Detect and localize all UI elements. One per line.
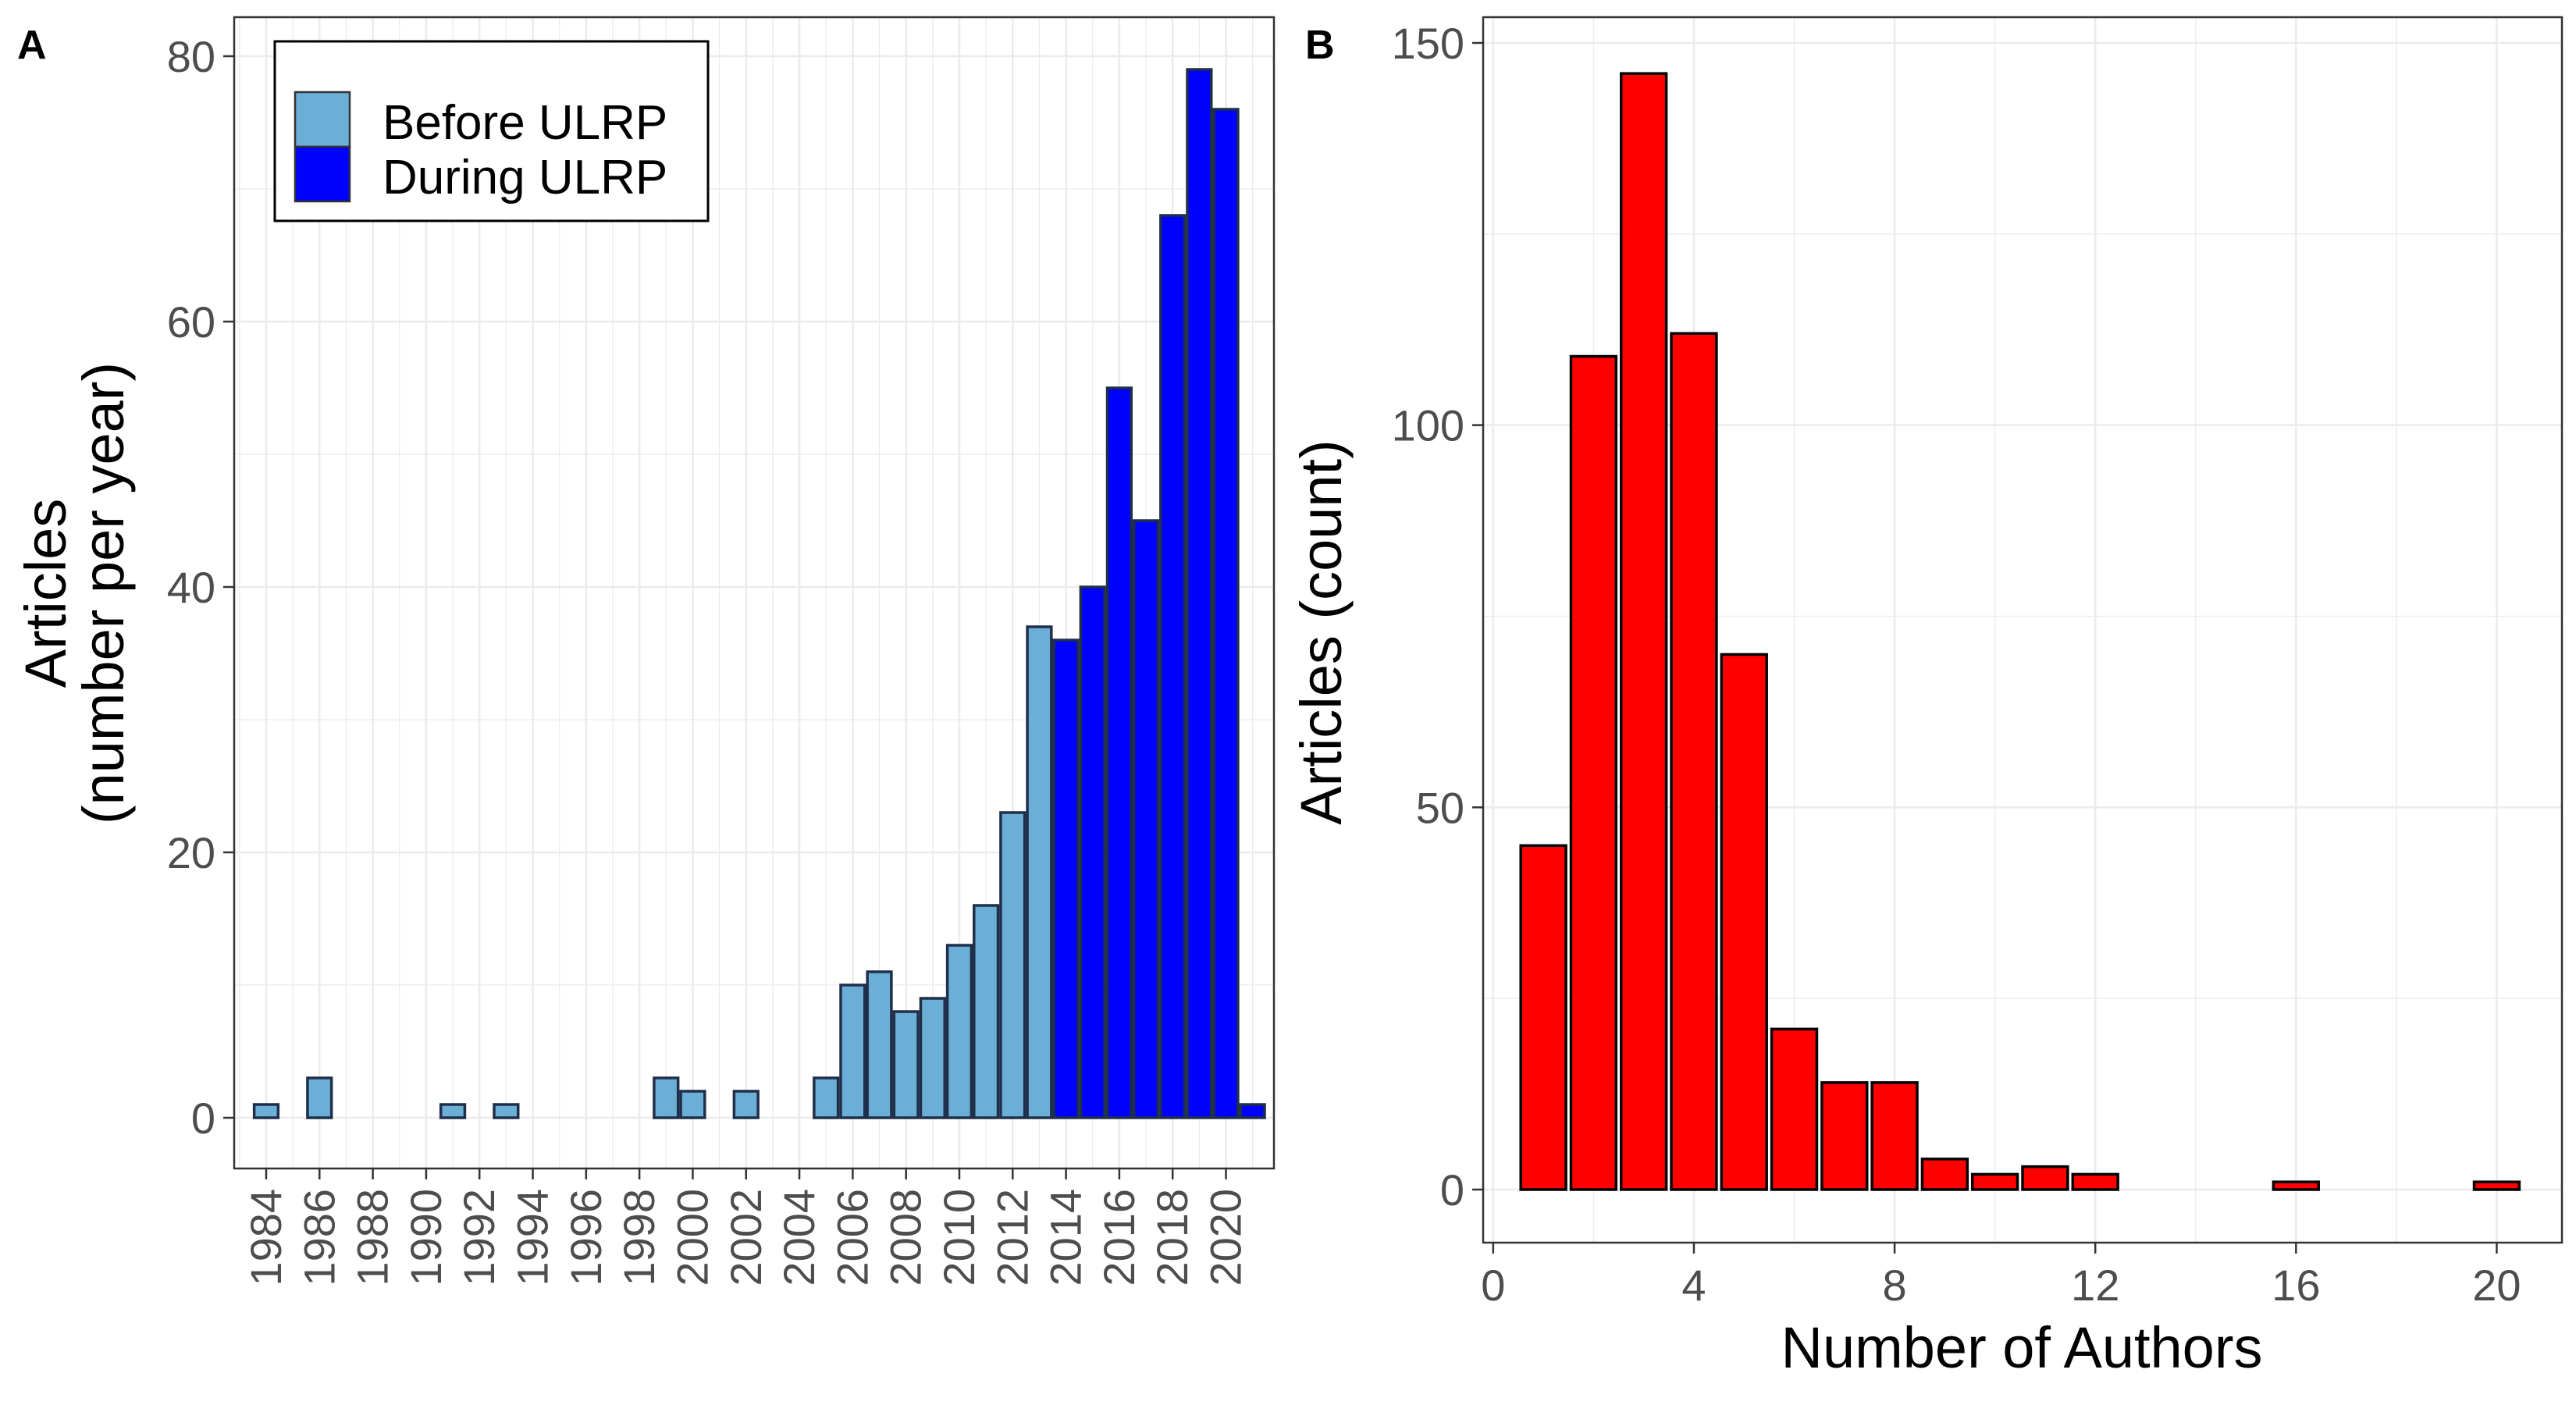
- bar-during-ulrp-2015: [1079, 585, 1106, 1119]
- bar-before-ulrp-2000: [679, 1090, 706, 1119]
- panel-a-tag: A: [17, 23, 47, 68]
- panel-b-x-tick-label: 20: [2472, 1261, 2521, 1310]
- legend-swatch-during-ulrp: [294, 145, 351, 203]
- panel-a-x-tick-label: 2000: [667, 1189, 717, 1286]
- panel-a-x-tick-label: 1984: [241, 1189, 290, 1286]
- bar-before-ulrp-2005: [813, 1076, 840, 1119]
- bar-authors-8: [1870, 1081, 1919, 1191]
- panel-b-y-tick-label: 50: [1416, 783, 1464, 832]
- bar-before-ulrp-1999: [653, 1076, 680, 1119]
- panel-a-x-tick-label: 1996: [561, 1189, 610, 1286]
- bar-authors-3: [1620, 72, 1668, 1191]
- bar-before-ulrp-1986: [306, 1076, 333, 1119]
- bar-during-ulrp-2014: [1052, 638, 1080, 1119]
- legend-label-before-ulrp: Before ULRP: [382, 96, 667, 150]
- panel-a-plot-border: [233, 16, 1276, 1170]
- panel-b-plot-border: [1482, 16, 2564, 1244]
- bar-during-ulrp-2018: [1159, 214, 1187, 1119]
- bar-authors-1: [1519, 844, 1567, 1191]
- bar-during-ulrp-2016: [1105, 386, 1133, 1119]
- bar-authors-12: [2071, 1172, 2119, 1191]
- panel-b: B 0 50 100 150 0 4 8 12 16 20 Articles (count) N…: [1289, 16, 2564, 1380]
- panel-a-y-axis: 0 20 40 60 80: [167, 32, 234, 1143]
- panel-a-x-tick-label: 2016: [1094, 1189, 1144, 1286]
- bar-authors-5: [1720, 653, 1768, 1191]
- bar-before-ulrp-1991: [439, 1103, 467, 1119]
- bar-before-ulrp-1993: [493, 1103, 520, 1119]
- panel-a-y-axis-title-line-1: Articles: [13, 499, 78, 688]
- panel-a-x-axis: 1984 1986 1988 1990 1992 1994 1996 1998 2000 2002…: [241, 1168, 1251, 1286]
- bar-authors-10: [1970, 1172, 2019, 1191]
- panel-b-x-tick-label: 16: [2272, 1261, 2320, 1310]
- bar-authors-11: [2021, 1165, 2069, 1191]
- panel-a-x-tick-label: 1988: [348, 1189, 397, 1286]
- panel-a-x-tick-label: 1994: [508, 1189, 557, 1286]
- bar-before-ulrp-2013: [1026, 625, 1053, 1119]
- bar-authors-7: [1820, 1081, 1869, 1191]
- bar-before-ulrp-1984: [252, 1103, 280, 1119]
- panel-a-bars: [252, 68, 1266, 1119]
- panel-b-x-tick-label: 12: [2071, 1261, 2119, 1310]
- panel-b-bars: [1519, 72, 2521, 1191]
- panel-a-x-tick-label: 1998: [614, 1189, 664, 1286]
- panel-b-y-tick-label: 150: [1392, 19, 1464, 68]
- bar-before-ulrp-2011: [973, 904, 1000, 1119]
- panel-b-x-tick-label: 4: [1681, 1261, 1706, 1310]
- legend-swatch-before-ulrp: [294, 91, 351, 148]
- panel-a-y-tick-label: 0: [191, 1094, 215, 1143]
- panel-a-x-tick-label: 2020: [1201, 1189, 1251, 1286]
- bar-before-ulrp-2008: [892, 1010, 920, 1119]
- panel-a-x-tick-label: 1986: [294, 1189, 343, 1286]
- panel-a-legend: Before ULRP During ULRP: [273, 40, 710, 222]
- panel-a-y-tick-label: 80: [167, 32, 215, 81]
- panel-b-tag: B: [1305, 23, 1335, 68]
- panel-a-x-tick-label: 1990: [401, 1189, 450, 1286]
- panel-a-x-tick-label: 2010: [934, 1189, 984, 1286]
- bar-authors-16: [2272, 1180, 2320, 1191]
- bar-before-ulrp-2006: [839, 984, 866, 1119]
- panel-a-y-tick-label: 40: [167, 563, 215, 612]
- panel-a-x-tick-label: 2006: [827, 1189, 877, 1286]
- bar-authors-2: [1569, 354, 1618, 1191]
- panel-a: A 0 20 40 60 80 1984 1986 1988 1990 1992 1994 1996…: [13, 16, 1276, 1286]
- bar-authors-9: [1920, 1158, 1969, 1191]
- bar-before-ulrp-2012: [999, 811, 1026, 1119]
- panel-a-x-tick-label: 2018: [1147, 1189, 1197, 1286]
- panel-b-x-axis-title: Number of Authors: [1781, 1315, 2263, 1380]
- panel-a-y-tick-label: 20: [167, 828, 215, 877]
- panel-b-y-axis: 0 50 100 150: [1392, 19, 1483, 1215]
- panel-a-y-axis-title-line-2: (number per year): [71, 362, 136, 824]
- panel-a-x-tick-label: 2014: [1041, 1189, 1091, 1286]
- bar-during-ulrp-2020: [1212, 108, 1240, 1119]
- panel-b-x-tick-label: 0: [1481, 1261, 1505, 1310]
- bar-during-ulrp-2019: [1186, 68, 1213, 1119]
- panel-b-y-tick-label: 100: [1392, 401, 1464, 450]
- panel-b-y-axis-title: Articles (count): [1289, 439, 1354, 824]
- bar-before-ulrp-2002: [732, 1090, 760, 1119]
- panel-a-x-tick-label: 1992: [454, 1189, 503, 1286]
- bar-before-ulrp-2010: [945, 944, 973, 1119]
- bar-during-ulrp-2017: [1132, 519, 1160, 1119]
- panel-b-y-tick-label: 0: [1440, 1165, 1464, 1215]
- panel-a-x-tick-label: 2008: [881, 1189, 930, 1286]
- bar-before-ulrp-2009: [919, 997, 946, 1119]
- panel-a-x-tick-label: 2012: [987, 1189, 1037, 1286]
- panel-a-y-tick-label: 60: [167, 297, 215, 347]
- bar-before-ulrp-2007: [866, 970, 893, 1119]
- panel-b-x-tick-label: 8: [1883, 1261, 1907, 1310]
- panel-b-x-axis: 0 4 8 12 16 20: [1481, 1243, 2521, 1310]
- panel-a-x-tick-label: 2004: [774, 1189, 824, 1286]
- legend-label-during-ulrp: During ULRP: [382, 151, 667, 205]
- panel-a-x-tick-label: 2002: [721, 1189, 770, 1286]
- bar-during-ulrp-2021: [1239, 1103, 1266, 1119]
- bar-authors-6: [1770, 1027, 1819, 1191]
- bar-authors-4: [1670, 332, 1718, 1191]
- bar-authors-20: [2472, 1180, 2521, 1191]
